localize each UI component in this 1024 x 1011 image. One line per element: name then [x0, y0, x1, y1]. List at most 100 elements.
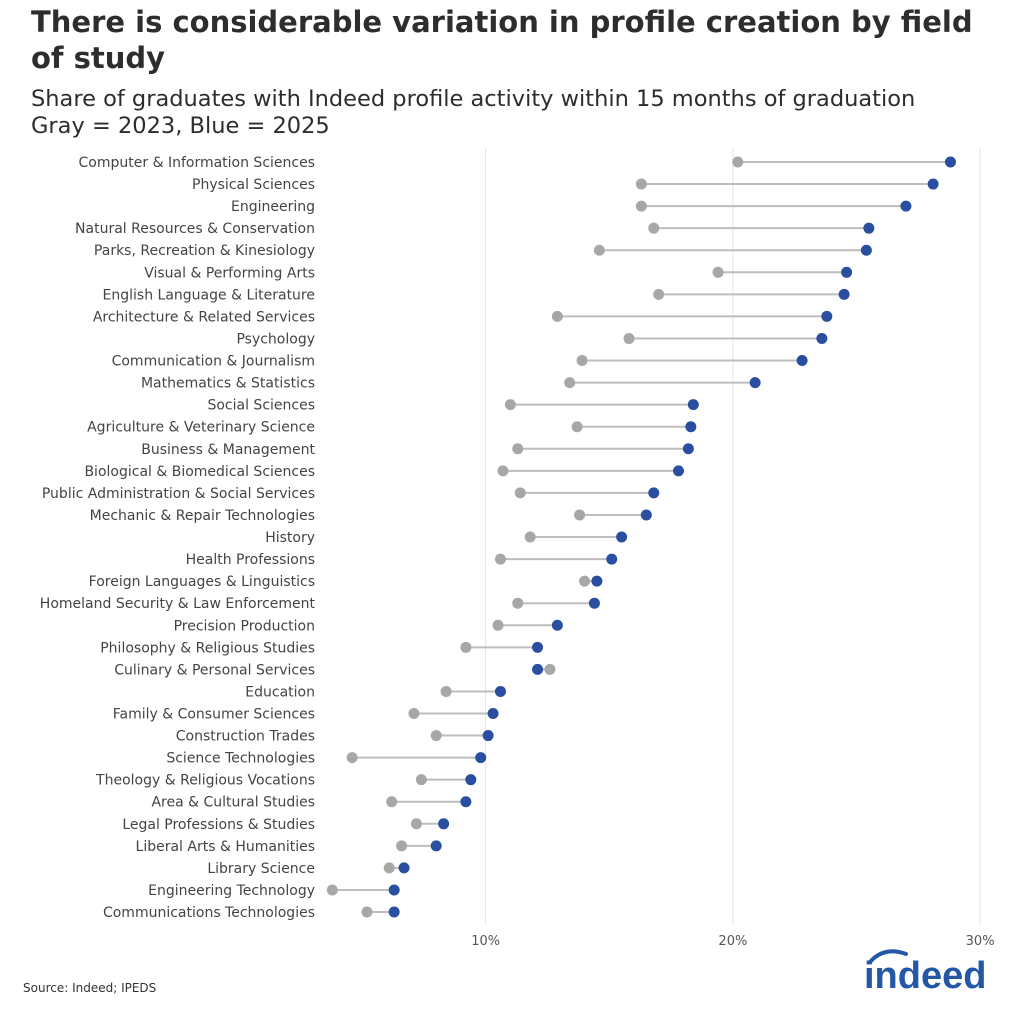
point-2025 — [438, 818, 450, 830]
point-2023 — [410, 818, 422, 830]
point-2023 — [494, 553, 506, 565]
category-label: Construction Trades — [176, 729, 315, 745]
point-2023 — [408, 708, 420, 719]
point-2023 — [574, 509, 586, 521]
point-2025 — [588, 597, 600, 609]
point-2023 — [326, 884, 338, 896]
point-2025 — [841, 266, 853, 278]
point-2023 — [504, 399, 516, 411]
category-label: Foreign Languages & Linguistics — [89, 574, 315, 590]
category-label: Communications Technologies — [103, 905, 315, 921]
svg-text:indeed: indeed — [864, 955, 986, 996]
point-2023 — [440, 685, 452, 697]
category-label: History — [265, 530, 315, 546]
category-label: Family & Consumer Sciences — [113, 707, 315, 723]
category-label: Public Administration & Social Services — [42, 486, 315, 502]
point-2025 — [749, 377, 761, 389]
point-2023 — [415, 774, 427, 786]
point-2025 — [551, 619, 563, 631]
point-2023 — [512, 443, 524, 455]
point-2025 — [860, 244, 872, 256]
point-2025 — [838, 288, 850, 300]
x-tick-label: 30% — [966, 934, 995, 949]
point-2025 — [796, 355, 808, 367]
point-2023 — [551, 310, 563, 322]
chart-subtitle: Share of graduates with Indeed profile a… — [31, 86, 915, 140]
category-label: Homeland Security & Law Enforcement — [40, 596, 316, 612]
point-2023 — [361, 906, 373, 918]
point-2025 — [482, 730, 494, 742]
category-label: Communication & Journalism — [112, 354, 315, 370]
point-2025 — [532, 663, 544, 675]
point-2025 — [648, 487, 660, 499]
category-label: Psychology — [236, 331, 315, 347]
category-label: Visual & Performing Arts — [144, 265, 315, 281]
point-2023 — [653, 288, 665, 300]
category-label: Social Sciences — [207, 398, 315, 414]
point-2023 — [430, 730, 442, 742]
point-2023 — [524, 531, 536, 543]
point-2023 — [544, 663, 556, 675]
category-label: English Language & Literature — [103, 287, 315, 303]
x-tick-label: 20% — [718, 934, 747, 949]
category-label: Mathematics & Statistics — [141, 376, 315, 392]
category-label: Legal Professions & Studies — [122, 817, 315, 833]
point-2025 — [616, 531, 628, 543]
category-label: Education — [245, 684, 315, 700]
point-2023 — [576, 355, 588, 367]
category-label: Physical Sciences — [192, 177, 315, 193]
point-2025 — [475, 752, 487, 764]
category-label: Engineering — [231, 199, 315, 215]
category-label: Biological & Biomedical Sciences — [84, 464, 315, 480]
indeed-logo: indeed — [864, 949, 986, 996]
source-note: Source: Indeed; IPEDS — [23, 981, 157, 995]
point-2023 — [648, 222, 660, 234]
point-2025 — [685, 421, 697, 433]
category-label: Area & Cultural Studies — [151, 795, 315, 811]
point-2025 — [944, 156, 956, 168]
point-2025 — [494, 685, 506, 697]
point-2025 — [388, 884, 400, 896]
point-2023 — [460, 641, 472, 653]
category-label: Library Science — [207, 861, 315, 877]
chart-title: There is considerable variation in profi… — [31, 5, 973, 75]
point-2025 — [591, 575, 603, 587]
point-2023 — [396, 840, 408, 852]
point-2023 — [497, 465, 509, 477]
point-2023 — [579, 575, 591, 587]
category-label: Parks, Recreation & Kinesiology — [94, 243, 315, 259]
point-2023 — [635, 200, 647, 212]
subtitle-line-2: Gray = 2023, Blue = 2025 — [31, 113, 330, 139]
category-label: Agriculture & Veterinary Science — [87, 420, 315, 436]
category-label: Engineering Technology — [148, 883, 315, 899]
point-2023 — [346, 752, 358, 764]
point-2023 — [712, 266, 724, 278]
point-2023 — [732, 156, 744, 168]
point-2025 — [465, 774, 477, 786]
category-label: Architecture & Related Services — [93, 309, 315, 325]
point-2023 — [386, 796, 398, 808]
point-2025 — [821, 310, 833, 322]
point-2025 — [672, 465, 684, 477]
point-2023 — [383, 862, 395, 874]
point-2023 — [512, 597, 524, 609]
point-2025 — [398, 862, 410, 874]
point-2025 — [460, 796, 472, 808]
subtitle-line-1: Share of graduates with Indeed profile a… — [31, 86, 916, 112]
point-2025 — [430, 840, 442, 852]
category-label: Precision Production — [174, 618, 315, 634]
category-label: Liberal Arts & Humanities — [136, 839, 315, 855]
point-2025 — [863, 222, 875, 234]
point-2025 — [682, 443, 694, 455]
point-2023 — [564, 377, 576, 389]
point-2023 — [492, 619, 504, 631]
category-label: Business & Management — [141, 442, 315, 458]
point-2025 — [927, 178, 939, 190]
point-2023 — [514, 487, 526, 499]
point-2023 — [623, 332, 635, 344]
point-2025 — [900, 200, 912, 212]
point-2025 — [687, 399, 699, 411]
point-2025 — [388, 906, 400, 918]
point-2025 — [640, 509, 652, 521]
